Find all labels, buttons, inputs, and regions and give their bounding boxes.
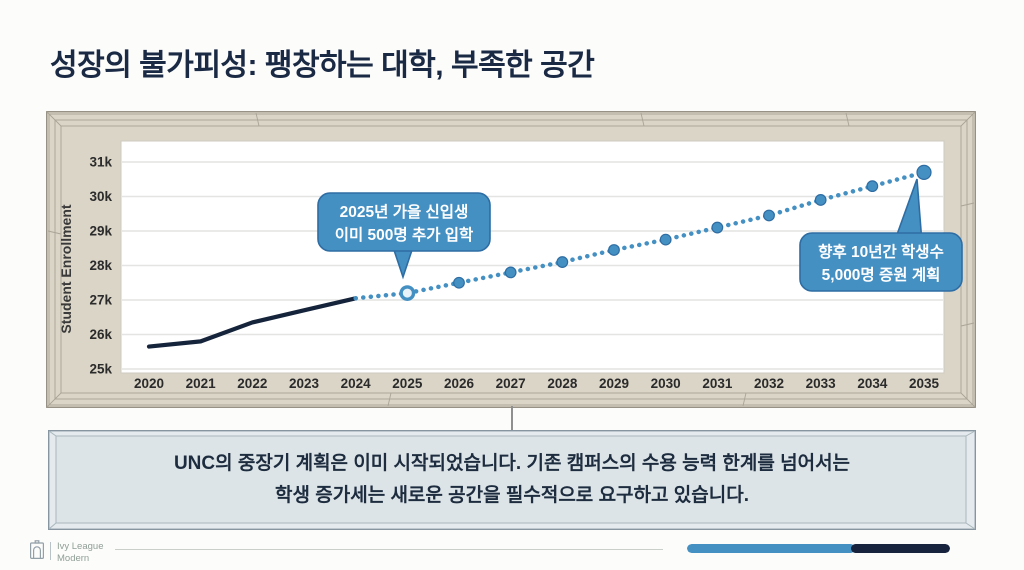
- y-axis-title: Student Enrollment: [58, 204, 74, 333]
- svg-text:2031: 2031: [702, 376, 733, 391]
- connector-line: [511, 406, 513, 431]
- svg-text:2025: 2025: [392, 376, 423, 391]
- callout-2025-line1: 2025년 가을 신입생: [340, 202, 469, 221]
- x-axis-ticks: 2020 2021 2022 2023 2024 2025 2026 2027 2028 2029…: [134, 376, 940, 391]
- svg-text:27k: 27k: [89, 293, 112, 308]
- svg-text:2026: 2026: [444, 376, 475, 391]
- svg-text:29k: 29k: [89, 224, 112, 239]
- callout-2035-bubble: [799, 232, 963, 292]
- summary-line-2: 학생 증가세는 새로운 공간을 필수적으로 요구하고 있습니다.: [275, 485, 749, 506]
- svg-text:2030: 2030: [651, 376, 681, 391]
- summary-text: UNC의 중장기 계획은 이미 시작되었습니다. 기존 캠퍼스의 수용 능력 한…: [48, 430, 976, 530]
- svg-text:31k: 31k: [89, 155, 112, 170]
- summary-box-frame: [48, 430, 976, 530]
- data-series: [146, 164, 932, 349]
- svg-text:2024: 2024: [341, 376, 372, 391]
- svg-text:2035: 2035: [909, 376, 940, 391]
- rotunda-logo-icon: [30, 540, 45, 559]
- svg-text:2022: 2022: [237, 376, 267, 391]
- gridlines: [121, 161, 944, 370]
- svg-text:2034: 2034: [857, 376, 888, 391]
- footer-rule: [115, 549, 663, 550]
- brand-line-2: Modern: [57, 553, 90, 565]
- svg-text:30k: 30k: [89, 189, 112, 204]
- svg-text:2032: 2032: [754, 376, 784, 391]
- footer-divider: [50, 542, 51, 560]
- svg-text:2023: 2023: [289, 376, 320, 391]
- svg-text:2029: 2029: [599, 376, 629, 391]
- slide-progress-bar: [687, 544, 950, 553]
- svg-text:28k: 28k: [89, 258, 112, 273]
- brand-line-1: Ivy League: [57, 541, 104, 552]
- y-axis-ticks: 25k 26k 27k 28k 29k 30k 31k: [89, 155, 112, 377]
- summary-box: UNC의 중장기 계획은 이미 시작되었습니다. 기존 캠퍼스의 수용 능력 한…: [48, 430, 976, 530]
- callout-2035: 향후 10년간 학생수 5,000명 증원 계획: [799, 178, 963, 292]
- callout-2025: 2025년 가을 신입생 이미 500명 추가 입학: [317, 192, 491, 280]
- callout-2025-line2: 이미 500명 추가 입학: [335, 225, 474, 244]
- enrollment-chart: 25k 26k 27k 28k 29k 30k 31k 2020 2021 2022 2023 20…: [46, 111, 976, 408]
- svg-text:25k: 25k: [89, 362, 112, 377]
- svg-text:2020: 2020: [134, 376, 164, 391]
- callout-2025-bubble: [317, 192, 491, 252]
- summary-line-1: UNC의 중장기 계획은 이미 시작되었습니다. 기존 캠퍼스의 수용 능력 한…: [173, 452, 851, 474]
- callout-2035-line1: 향후 10년간 학생수: [818, 242, 944, 261]
- progress-remaining-segment: [851, 544, 950, 553]
- svg-text:2027: 2027: [496, 376, 526, 391]
- svg-text:2021: 2021: [186, 376, 217, 391]
- svg-text:2033: 2033: [806, 376, 837, 391]
- callout-2035-line2: 5,000명 증원 계획: [822, 265, 941, 284]
- brand-text: Ivy League Modern: [57, 541, 103, 566]
- svg-text:2028: 2028: [547, 376, 578, 391]
- slide-title: 성장의 불가피성: 팽창하는 대학, 부족한 공간: [50, 49, 595, 82]
- progress-done-segment: [687, 544, 856, 553]
- svg-text:26k: 26k: [89, 327, 112, 342]
